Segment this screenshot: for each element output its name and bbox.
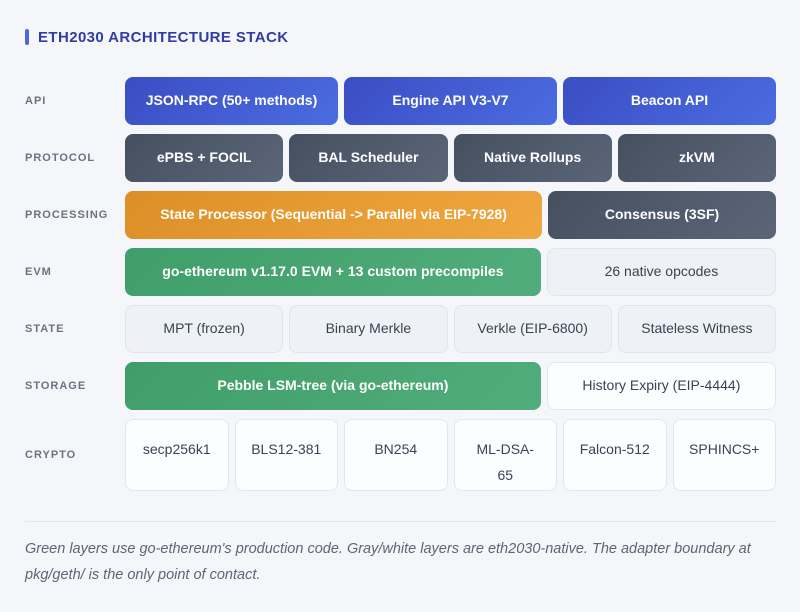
cell-bn254: BN254 bbox=[344, 419, 448, 491]
cell-mpt-frozen: MPT (frozen) bbox=[125, 305, 284, 353]
cell-bls12-381-label: BLS12-381 bbox=[251, 441, 322, 457]
cell-bls12-381: BLS12-381 bbox=[234, 419, 338, 491]
cell-native-rollups: Native Rollups bbox=[453, 134, 612, 182]
cell-beacon-api: Beacon API bbox=[563, 77, 776, 125]
cell-engine-api: Engine API V3-V7 bbox=[344, 77, 557, 125]
stack-row-state: STATE MPT (frozen) Binary Merkle Verkle … bbox=[25, 305, 776, 353]
cell-ml-dsa-65-label: ML-DSA-65 bbox=[476, 441, 535, 483]
cell-pebble-lsm: Pebble LSM-tree (via go-ethereum) bbox=[125, 362, 541, 410]
title-accent-bar bbox=[25, 29, 29, 45]
cell-goethereum-evm: go-ethereum v1.17.0 EVM + 13 custom prec… bbox=[125, 248, 541, 296]
cell-epbs-focil: ePBS + FOCIL bbox=[125, 134, 284, 182]
cell-stateless-witness: Stateless Witness bbox=[617, 305, 776, 353]
cell-native-opcodes: 26 native opcodes bbox=[546, 248, 776, 296]
cell-zkvm: zkVM bbox=[617, 134, 776, 182]
page-header: ETH2030 ARCHITECTURE STACK bbox=[25, 27, 776, 47]
cell-bn254-label: BN254 bbox=[374, 441, 418, 457]
cell-falcon-512: Falcon-512 bbox=[563, 419, 667, 491]
cell-state-processor: State Processor (Sequential -> Parallel … bbox=[125, 191, 543, 239]
footer-divider bbox=[25, 521, 776, 522]
row-label-state: STATE bbox=[25, 323, 65, 335]
row-label-api: API bbox=[25, 95, 47, 107]
cell-history-expiry: History Expiry (EIP-4444) bbox=[546, 362, 776, 410]
architecture-stack: API JSON-RPC (50+ methods) Engine API V3… bbox=[25, 77, 776, 491]
stack-row-protocol: PROTOCOL ePBS + FOCIL BAL Scheduler Nati… bbox=[25, 134, 776, 182]
row-label-evm: EVM bbox=[25, 266, 52, 278]
cell-sphincs-label: SPHINCS+ bbox=[689, 441, 760, 457]
stack-row-evm: EVM go-ethereum v1.17.0 EVM + 13 custom … bbox=[25, 248, 776, 296]
cell-sphincs: SPHINCS+ bbox=[672, 419, 776, 491]
stack-row-api: API JSON-RPC (50+ methods) Engine API V3… bbox=[25, 77, 776, 125]
row-label-storage: STORAGE bbox=[25, 380, 87, 392]
row-label-processing: PROCESSING bbox=[25, 209, 109, 221]
cell-falcon-512-label: Falcon-512 bbox=[579, 441, 650, 457]
footer-note: Green layers use go-ethereum's productio… bbox=[25, 541, 751, 583]
cell-bal-scheduler: BAL Scheduler bbox=[289, 134, 448, 182]
cell-json-rpc: JSON-RPC (50+ methods) bbox=[125, 77, 338, 125]
page: ETH2030 ARCHITECTURE STACK API JSON-RPC … bbox=[25, 27, 776, 583]
row-label-protocol: PROTOCOL bbox=[25, 152, 96, 164]
cell-consensus-3sf: Consensus (3SF) bbox=[548, 191, 776, 239]
cell-secp256k1: secp256k1 bbox=[125, 419, 229, 491]
cell-ml-dsa-65: ML-DSA-65 bbox=[453, 419, 557, 491]
cell-secp256k1-label: secp256k1 bbox=[142, 441, 211, 457]
page-title: ETH2030 ARCHITECTURE STACK bbox=[38, 28, 289, 46]
cell-verkle: Verkle (EIP-6800) bbox=[453, 305, 612, 353]
stack-row-storage: STORAGE Pebble LSM-tree (via go-ethereum… bbox=[25, 362, 776, 410]
stack-row-crypto: CRYPTO secp256k1 BLS12-381 BN254 ML-DSA-… bbox=[25, 419, 776, 491]
row-label-crypto: CRYPTO bbox=[25, 449, 77, 461]
cell-binary-merkle: Binary Merkle bbox=[289, 305, 448, 353]
stack-row-processing: PROCESSING State Processor (Sequential -… bbox=[25, 191, 776, 239]
